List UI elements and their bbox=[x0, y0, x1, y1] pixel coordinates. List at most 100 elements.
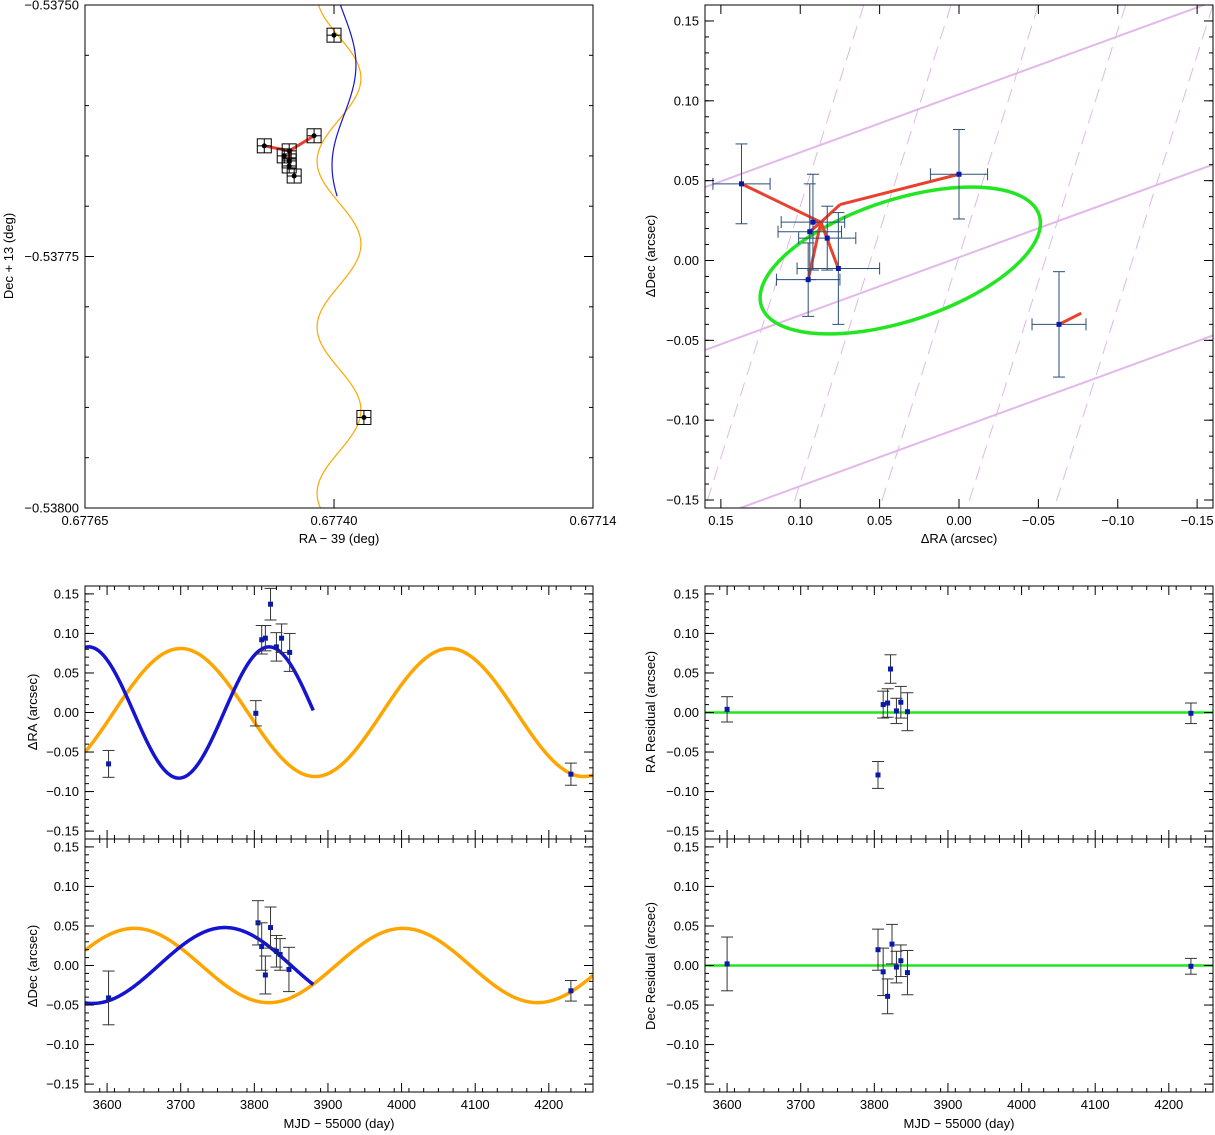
data-point bbox=[268, 925, 274, 931]
x-tick-label: 4100 bbox=[461, 1097, 490, 1112]
x-tick-label: 4200 bbox=[1154, 1097, 1183, 1112]
dectime-ylabel: ΔDec (arcsec) bbox=[25, 925, 40, 1007]
data-point bbox=[568, 988, 574, 994]
data-point bbox=[1056, 321, 1062, 327]
residual-segment bbox=[1058, 311, 1082, 326]
data-point bbox=[885, 700, 891, 706]
y-tick-label: 0.00 bbox=[674, 958, 699, 973]
y-tick-label: −0.05 bbox=[666, 998, 699, 1013]
sky-ylabel: Dec + 13 (deg) bbox=[1, 213, 16, 299]
data-point bbox=[885, 993, 891, 999]
data-point bbox=[331, 32, 337, 38]
y-tick-label: −0.10 bbox=[666, 1037, 699, 1052]
scan-line-dashed bbox=[1053, 5, 1213, 508]
scan-line-dashed bbox=[791, 5, 952, 508]
x-tick-label: 3900 bbox=[933, 1097, 962, 1112]
sky-xlabel: RA − 39 (deg) bbox=[299, 531, 380, 546]
y-tick-label: 0.00 bbox=[54, 958, 79, 973]
panel-relative-orbit: 0.15 0.10 0.05 0.00 −0.05 −0.10 −0.15 0.15 0.10 0… bbox=[643, 4, 1214, 546]
y-tick-label: −0.10 bbox=[46, 784, 79, 799]
data-point bbox=[904, 709, 910, 715]
panel-dec-vs-time: 3600 3700 3800 3900 4000 4100 4200 0.15 0.10 0.05… bbox=[25, 838, 594, 1131]
data-point bbox=[277, 951, 283, 957]
y-tick-label: 0.15 bbox=[674, 13, 699, 28]
y-tick-label: 0.05 bbox=[674, 918, 699, 933]
y-tick-label: −0.10 bbox=[666, 413, 699, 428]
data-point bbox=[291, 173, 297, 179]
y-tick-label: 0.10 bbox=[54, 879, 79, 894]
data-point bbox=[824, 235, 830, 241]
x-tick-label: 0.67740 bbox=[311, 513, 358, 528]
y-tick-label: −0.05 bbox=[46, 998, 79, 1013]
y-tick-label: −0.10 bbox=[666, 784, 699, 799]
orbit-ylabel: ΔDec (arcsec) bbox=[643, 215, 658, 297]
panel-dec-residual: 3600 3700 3800 3900 4000 4100 4200 0.15 0.10 0.05… bbox=[643, 838, 1214, 1131]
y-tick-label: 0.15 bbox=[54, 839, 79, 854]
data-point bbox=[261, 143, 267, 149]
x-tick-label: 3600 bbox=[93, 1097, 122, 1112]
x-tick-label: 0.10 bbox=[788, 513, 813, 528]
y-tick-label: −0.15 bbox=[666, 824, 699, 839]
decresid-ylabel: Dec Residual (arcsec) bbox=[643, 902, 658, 1030]
scan-line bbox=[737, 334, 1213, 508]
data-point bbox=[888, 666, 894, 672]
data-point bbox=[279, 635, 285, 641]
scan-line-dashed bbox=[966, 5, 1127, 508]
data-point bbox=[904, 970, 910, 976]
data-point bbox=[893, 708, 899, 714]
x-tick-label: 3800 bbox=[860, 1097, 889, 1112]
x-tick-label: 4000 bbox=[1007, 1097, 1036, 1112]
y-tick-label: −0.15 bbox=[46, 1077, 79, 1092]
y-tick-label: −0.15 bbox=[666, 1077, 699, 1092]
data-point bbox=[875, 772, 881, 778]
data-point bbox=[880, 702, 886, 708]
y-tick-label: 0.05 bbox=[54, 918, 79, 933]
y-tick-label: −0.15 bbox=[666, 493, 699, 508]
decresid-xlabel: MJD − 55000 (day) bbox=[904, 1116, 1015, 1131]
data-point bbox=[273, 644, 279, 650]
data-point bbox=[810, 219, 816, 225]
data-point bbox=[898, 699, 904, 705]
x-tick-label: −0.10 bbox=[1101, 513, 1134, 528]
panel-sky-track: 0.67765 0.67740 0.67714 −0.53750 −0.53775 −0.… bbox=[1, 0, 617, 546]
y-tick-label: −0.53750 bbox=[24, 0, 79, 13]
data-point bbox=[262, 635, 268, 641]
scan-line bbox=[705, 5, 1207, 189]
data-point bbox=[281, 153, 287, 159]
residual-segment bbox=[819, 203, 841, 224]
y-tick-label: 0.10 bbox=[674, 879, 699, 894]
y-tick-label: 0.00 bbox=[674, 705, 699, 720]
data-point bbox=[106, 761, 112, 767]
x-tick-label: 4100 bbox=[1081, 1097, 1110, 1112]
ratime-ylabel: ΔRA (arcsec) bbox=[25, 674, 40, 751]
data-point bbox=[106, 995, 112, 1001]
data-point bbox=[898, 958, 904, 964]
y-tick-label: 0.15 bbox=[674, 586, 699, 601]
y-tick-label: 0.10 bbox=[674, 93, 699, 108]
data-point bbox=[956, 171, 962, 177]
y-tick-label: 0.05 bbox=[54, 665, 79, 680]
data-point bbox=[893, 964, 899, 970]
y-tick-label: −0.05 bbox=[666, 333, 699, 348]
y-tick-label: 0.00 bbox=[54, 705, 79, 720]
residual-segment bbox=[839, 172, 960, 207]
x-tick-label: 3700 bbox=[166, 1097, 195, 1112]
data-point bbox=[875, 947, 881, 953]
x-tick-label: 0.15 bbox=[708, 513, 733, 528]
data-point bbox=[286, 158, 292, 164]
y-tick-label: 0.15 bbox=[674, 839, 699, 854]
data-point bbox=[268, 601, 274, 607]
y-tick-label: 0.10 bbox=[54, 626, 79, 641]
panel-ra-residual: 0.15 0.10 0.05 0.00 −0.05 −0.10 −0.15 RA Resid… bbox=[643, 585, 1214, 840]
data-point bbox=[835, 265, 841, 271]
data-point bbox=[286, 148, 292, 154]
data-point bbox=[805, 277, 811, 283]
orbit-ellipse bbox=[758, 185, 1043, 336]
y-tick-label: −0.05 bbox=[666, 745, 699, 760]
data-point bbox=[286, 966, 292, 972]
data-point bbox=[253, 710, 259, 716]
panel-ra-vs-time: 0.15 0.10 0.05 0.00 −0.05 −0.10 −0.15 ΔRA (arc… bbox=[25, 585, 594, 840]
data-point bbox=[262, 972, 268, 978]
data-point bbox=[724, 706, 730, 712]
data-point bbox=[1188, 710, 1194, 716]
